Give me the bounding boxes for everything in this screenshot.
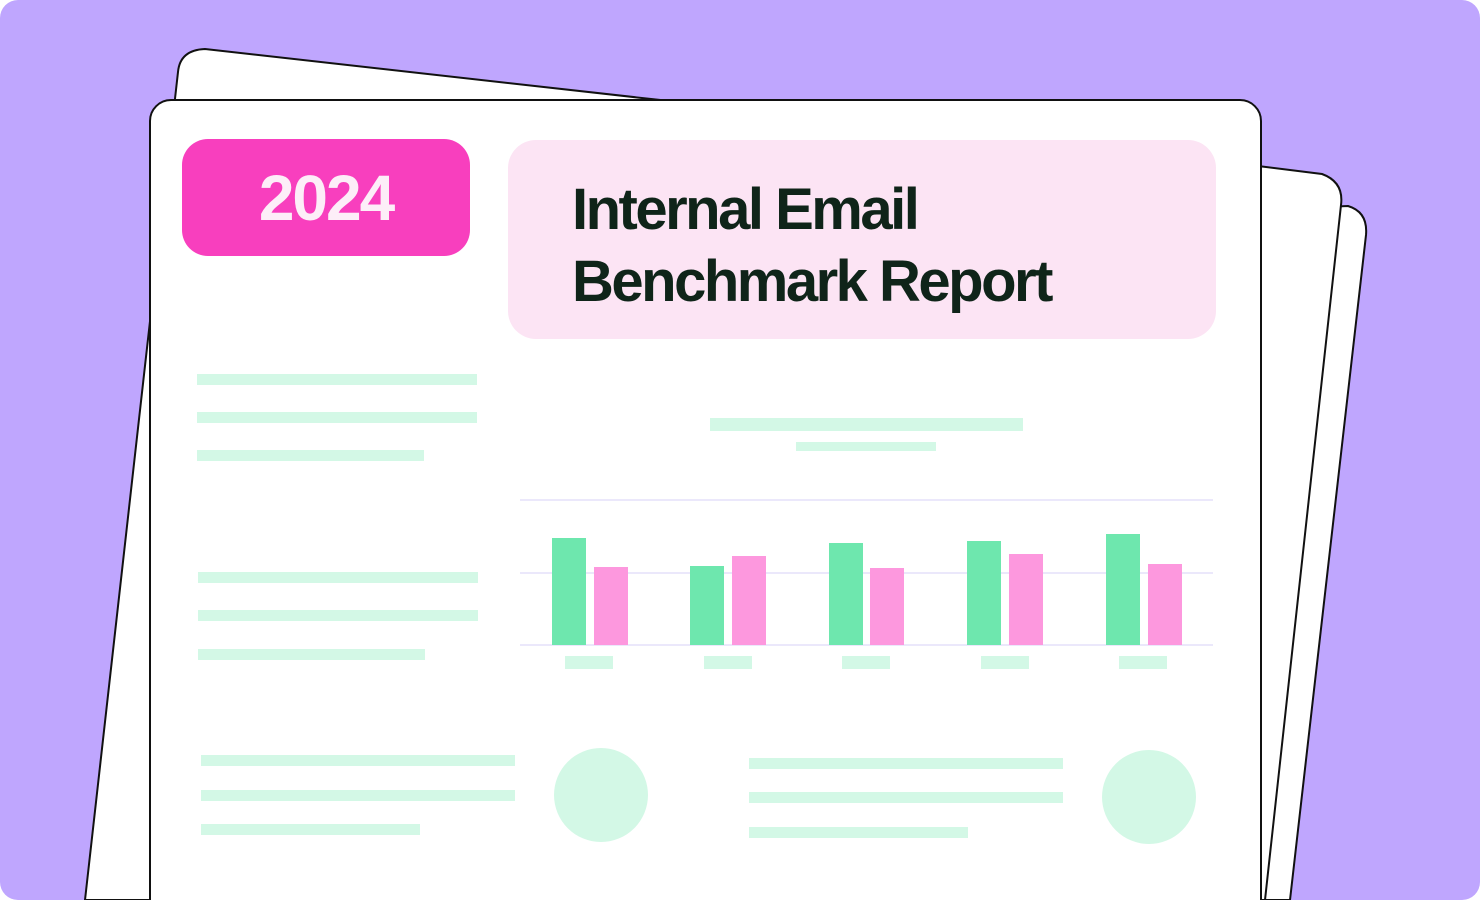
placeholder-line [201, 790, 515, 801]
chart-label-placeholder [981, 656, 1029, 669]
placeholder-line [749, 758, 1063, 769]
chart-bar-pink [870, 568, 904, 645]
chart-bar-green [1106, 534, 1140, 645]
placeholder-line [198, 572, 478, 583]
chart-bar-green [690, 566, 724, 645]
placeholder-line [198, 610, 478, 621]
chart-bar-pink [594, 567, 628, 645]
chart-label-placeholder [1119, 656, 1167, 669]
chart-label-placeholder [842, 656, 890, 669]
year-badge: 2024 [182, 139, 470, 256]
chart-bar-pink [1148, 564, 1182, 645]
chart-gridline [520, 499, 1213, 501]
report-title: Internal Email Benchmark Report [572, 174, 1053, 318]
placeholder-circle [1102, 750, 1196, 844]
chart-bar-green [967, 541, 1001, 645]
chart-subtitle-placeholder [796, 442, 936, 451]
placeholder-line [197, 412, 477, 423]
chart-bar-green [829, 543, 863, 645]
chart-gridline [520, 572, 1213, 574]
placeholder-line [197, 374, 477, 385]
title-line-2: Benchmark Report [572, 249, 1053, 314]
chart-label-placeholder [565, 656, 613, 669]
placeholder-line [198, 649, 425, 660]
placeholder-line [201, 755, 515, 766]
chart-bar-pink [732, 556, 766, 645]
placeholder-line [749, 827, 968, 838]
chart-baseline [520, 644, 1213, 646]
title-line-1: Internal Email [572, 177, 920, 242]
chart-bar-green [552, 538, 586, 645]
chart-title-placeholder [710, 418, 1023, 431]
chart-label-placeholder [704, 656, 752, 669]
chart-bar-pink [1009, 554, 1043, 645]
placeholder-circle [554, 748, 648, 842]
placeholder-line [201, 824, 420, 835]
title-box: Internal Email Benchmark Report [508, 140, 1216, 339]
placeholder-line [749, 792, 1063, 803]
placeholder-line [197, 450, 424, 461]
